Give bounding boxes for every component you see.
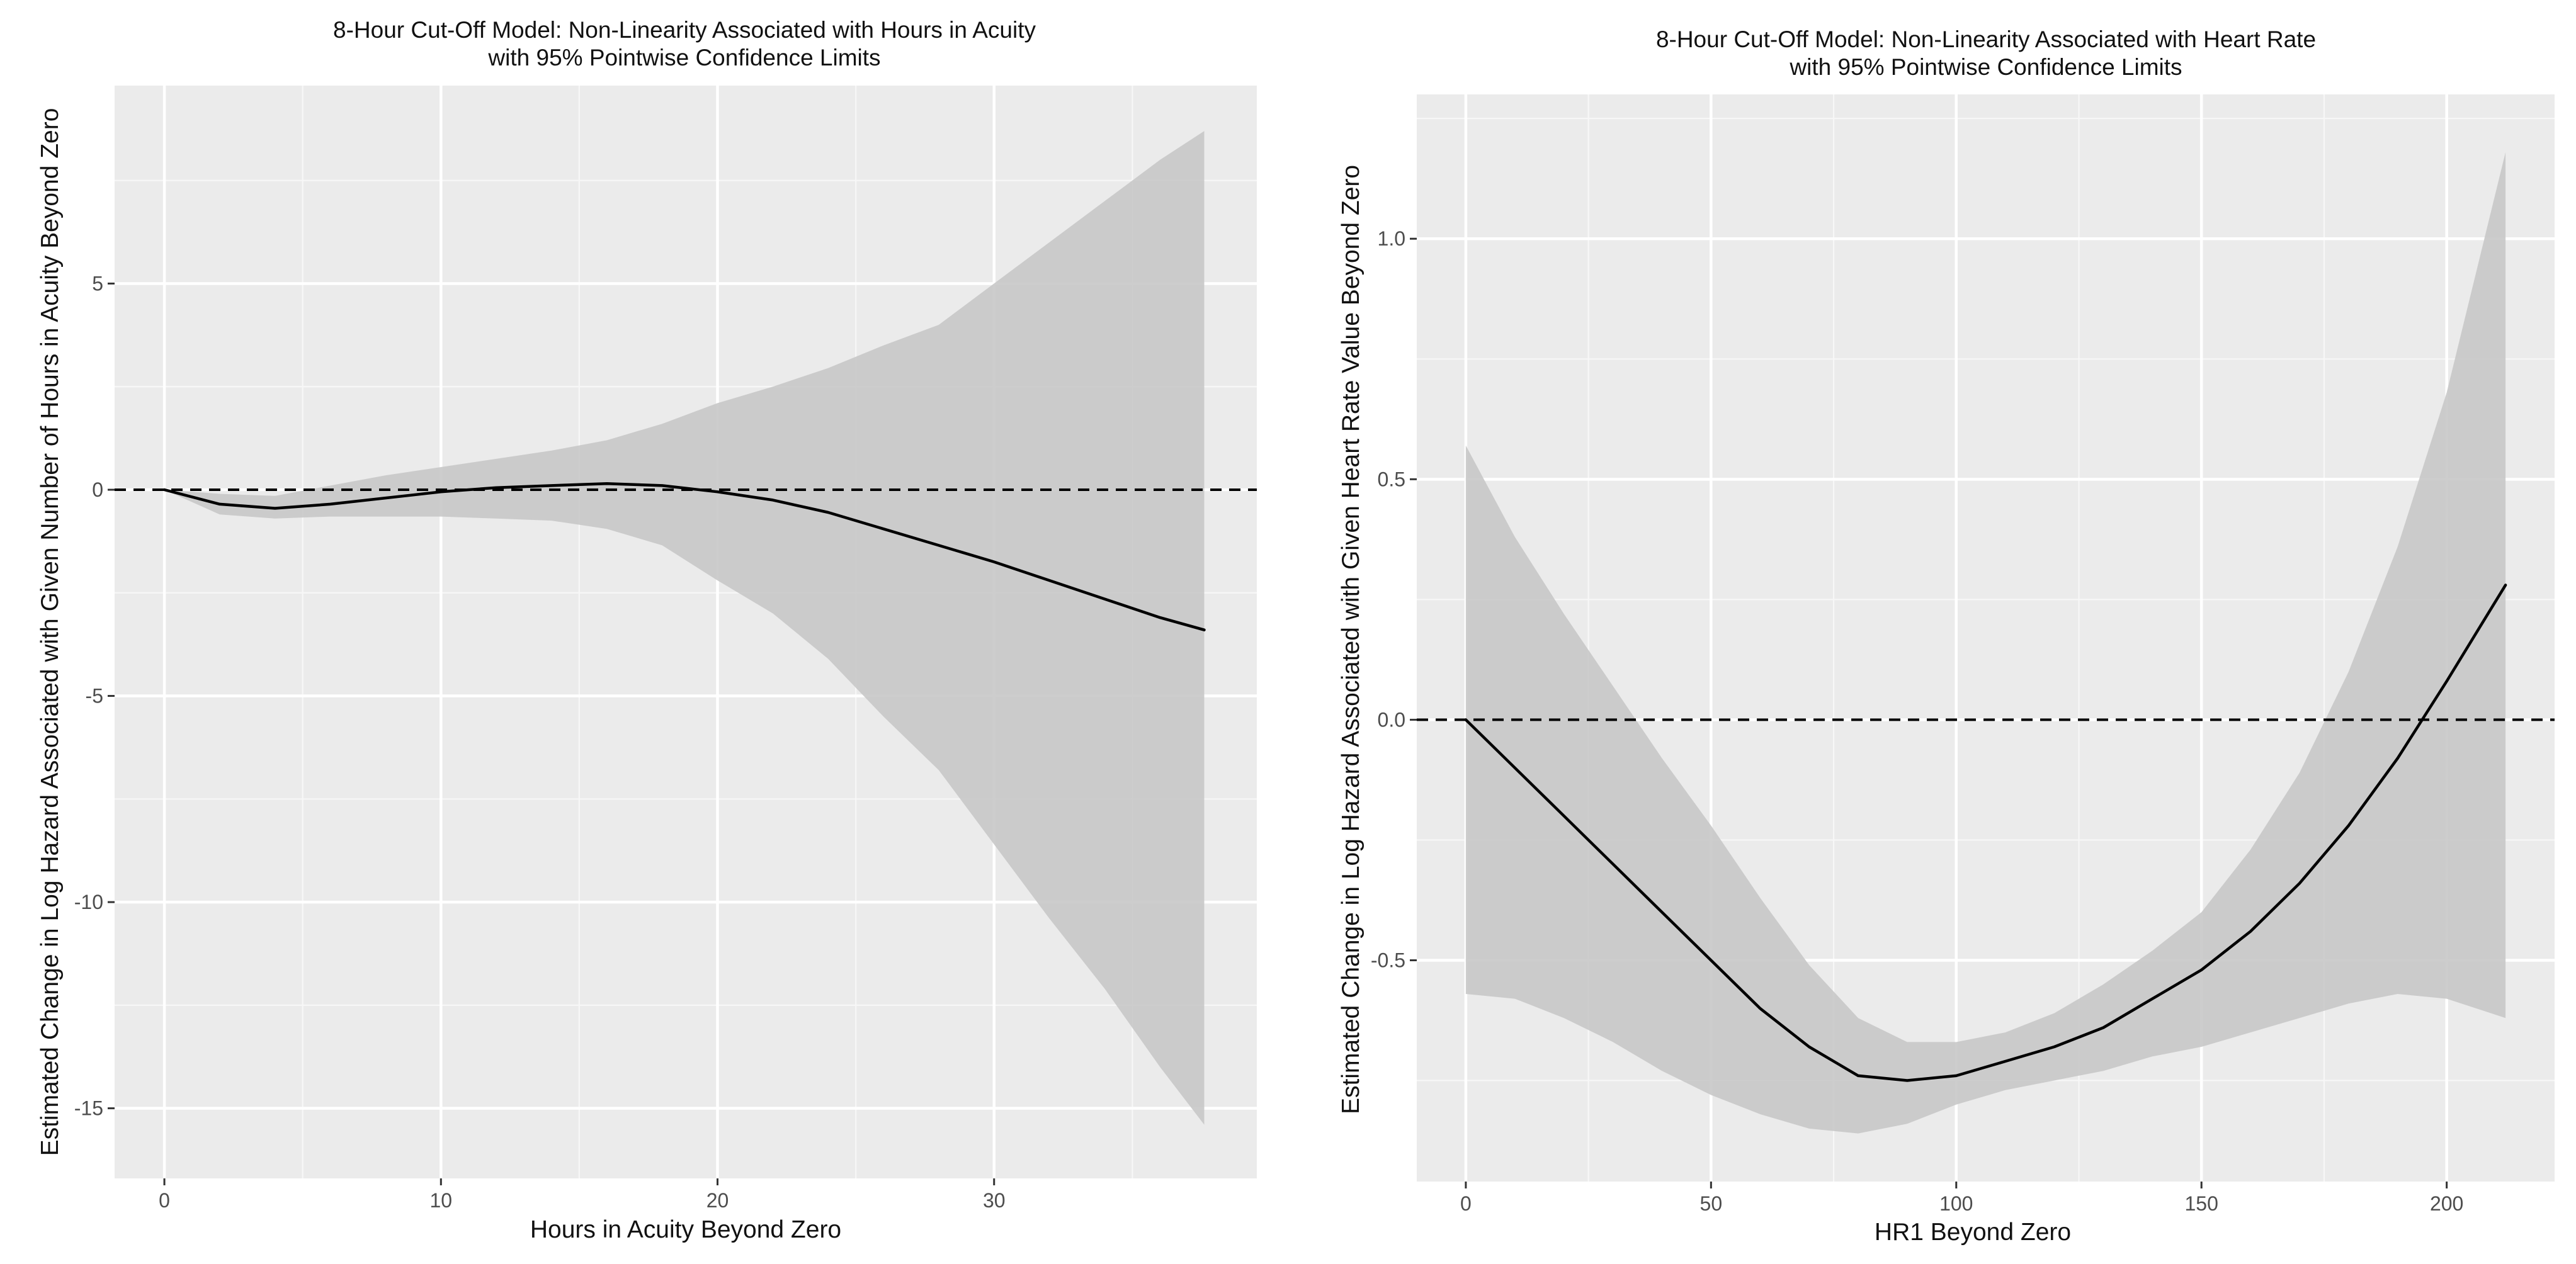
x-tick-label: 100	[1939, 1192, 1973, 1215]
y-tick-label: -5	[86, 685, 103, 708]
right-chart-subtitle: with 95% Pointwise Confidence Limits	[1789, 54, 2182, 80]
right-estimate-line	[1464, 584, 2507, 1082]
x-tick-label: 30	[983, 1189, 1006, 1212]
y-tick-label: -10	[74, 891, 103, 913]
y-tick-label: 0.0	[1378, 708, 1405, 731]
hours-acuity-chart: 8-Hour Cut-Off Model: Non-Linearity Asso…	[37, 17, 1257, 1243]
right-y-axis-label: Estimated Change in Log Hazard Associate…	[1337, 165, 1365, 1114]
x-tick-label: 10	[429, 1189, 452, 1212]
left-confidence-band	[164, 131, 1205, 1125]
x-tick-label: 150	[2185, 1192, 2218, 1215]
left-y-ticks: 5 0 -5 -10 -15	[74, 272, 115, 1120]
left-estimate-line	[162, 482, 1206, 631]
left-chart-title: 8-Hour Cut-Off Model: Non-Linearity Asso…	[333, 17, 1036, 43]
right-chart-title: 8-Hour Cut-Off Model: Non-Linearity Asso…	[1656, 26, 2316, 52]
right-x-ticks: 0 50 100 150 200	[1460, 1182, 2463, 1215]
right-y-ticks: 1.0 0.5 0.0 -0.5	[1371, 227, 1417, 971]
left-y-axis-label: Estimated Change in Log Hazard Associate…	[37, 108, 64, 1156]
left-chart-subtitle: with 95% Pointwise Confidence Limits	[487, 45, 880, 71]
y-tick-label: 5	[92, 272, 103, 295]
heart-rate-chart: 8-Hour Cut-Off Model: Non-Linearity Asso…	[1337, 26, 2555, 1246]
x-tick-label: 0	[1460, 1192, 1472, 1215]
right-x-axis-label: HR1 Beyond Zero	[1875, 1219, 2071, 1246]
left-x-ticks: 0 10 20 30	[159, 1178, 1006, 1212]
y-tick-label: 1.0	[1378, 227, 1405, 250]
y-tick-label: 0.5	[1378, 468, 1405, 490]
right-confidence-band	[1465, 152, 2506, 1134]
y-tick-label: -0.5	[1371, 949, 1405, 971]
y-tick-label: -15	[74, 1097, 103, 1120]
x-tick-label: 200	[2430, 1192, 2463, 1215]
x-tick-label: 50	[1700, 1192, 1723, 1215]
y-tick-label: 0	[92, 478, 103, 501]
x-tick-label: 20	[706, 1189, 729, 1212]
x-tick-label: 0	[159, 1189, 170, 1212]
left-x-axis-label: Hours in Acuity Beyond Zero	[530, 1216, 841, 1243]
